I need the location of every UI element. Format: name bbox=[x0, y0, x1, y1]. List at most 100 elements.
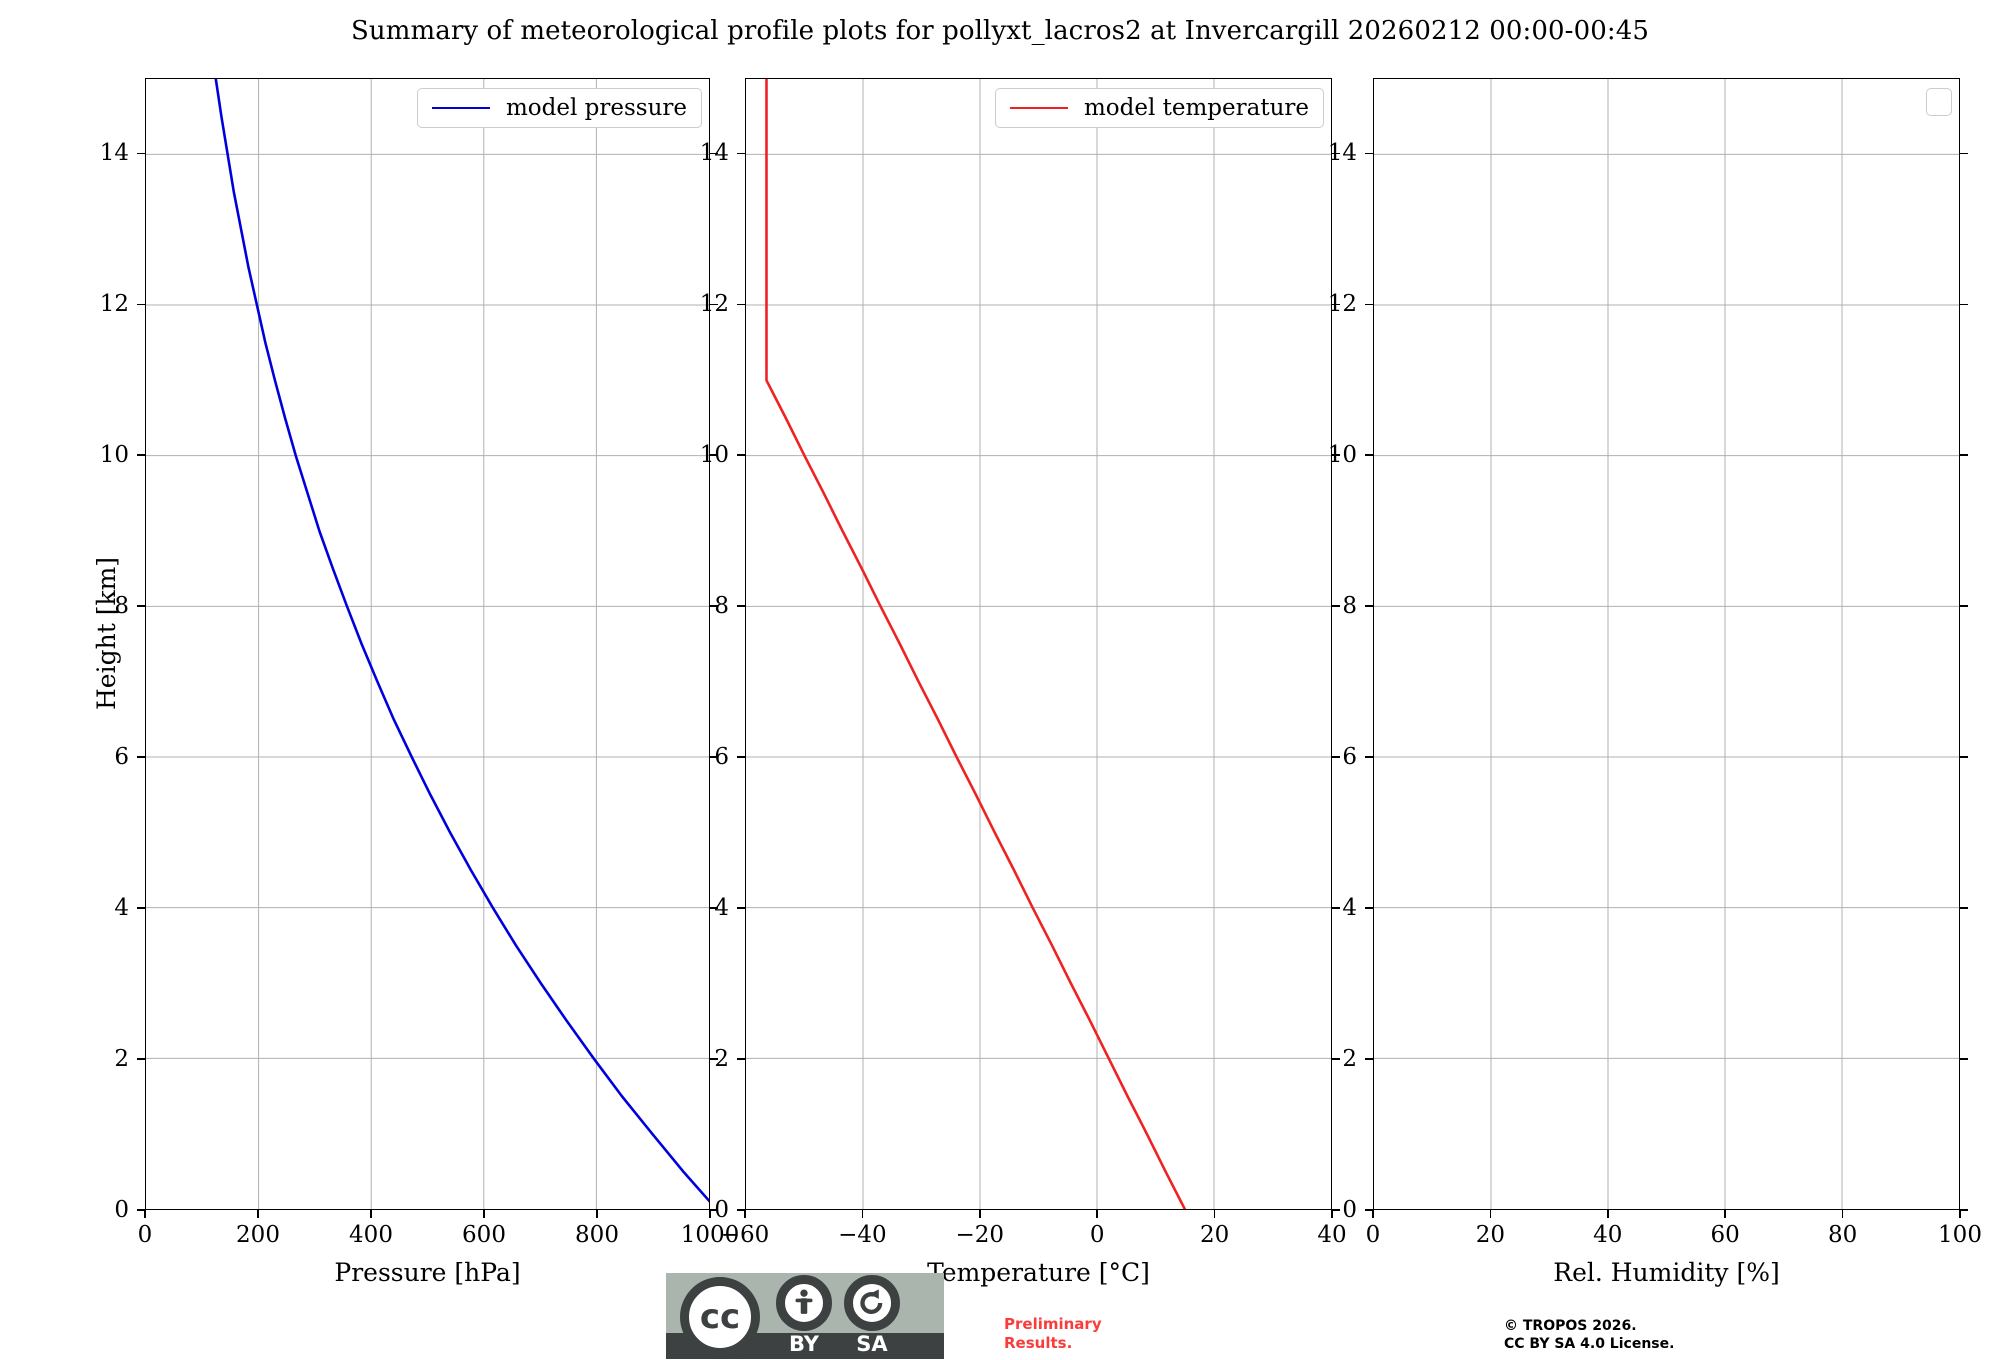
x-ticklabel-pressure: 200 bbox=[236, 1222, 280, 1248]
y-tick-temperature bbox=[737, 605, 746, 608]
cc-license-badge: cc BY SA bbox=[666, 1273, 944, 1359]
y-tick-right-temperature bbox=[1331, 1058, 1340, 1060]
temperature-curve bbox=[765, 79, 1187, 1209]
x-tick-humidity bbox=[1372, 1209, 1374, 1218]
y-tick-right-temperature bbox=[1331, 756, 1340, 759]
x-tick-humidity bbox=[1606, 1209, 1609, 1218]
x-tick-temperature bbox=[744, 1209, 746, 1218]
y-ticklabel-pressure: 10 bbox=[99, 442, 129, 469]
x-tick-pressure bbox=[709, 1209, 711, 1218]
y-tick-temperature bbox=[737, 907, 746, 910]
y-ticklabel-temperature: 4 bbox=[714, 895, 729, 922]
x-tick-pressure bbox=[370, 1209, 372, 1218]
x-tick-humidity bbox=[1489, 1209, 1492, 1218]
figure-title: Summary of meteorological profile plots … bbox=[351, 16, 1649, 46]
y-ticklabel-humidity: 14 bbox=[1327, 140, 1357, 167]
preliminary-results-note: Preliminary Results. bbox=[1004, 1315, 1102, 1353]
x-ticklabel-temperature: −20 bbox=[955, 1222, 1005, 1248]
cc-sa-label: SA bbox=[856, 1332, 888, 1356]
plot-area-humidity bbox=[1373, 78, 1960, 1210]
y-ticklabel-temperature: 6 bbox=[714, 744, 729, 771]
panel-pressure: model pressure bbox=[145, 78, 710, 1210]
x-tick-humidity bbox=[1959, 1209, 1961, 1218]
y-ticklabel-humidity: 8 bbox=[1342, 593, 1357, 620]
y-ticklabel-humidity: 10 bbox=[1327, 442, 1357, 469]
x-tick-temperature bbox=[861, 1209, 864, 1218]
y-ticklabel-temperature: 2 bbox=[714, 1046, 729, 1073]
legend-temperature[interactable]: model temperature bbox=[994, 88, 1324, 128]
y-tick-temperature bbox=[737, 152, 746, 155]
y-tick-temperature bbox=[737, 756, 746, 759]
y-tick-humidity bbox=[1365, 605, 1374, 608]
x-ticklabel-humidity: 60 bbox=[1710, 1222, 1740, 1248]
y-ticklabel-temperature: 12 bbox=[699, 291, 729, 318]
x-ticklabel-humidity: 80 bbox=[1827, 1222, 1858, 1248]
y-tick-temperature bbox=[737, 1058, 746, 1060]
gridlines-humidity bbox=[1374, 79, 1959, 1209]
cc-by-label: BY bbox=[788, 1332, 820, 1356]
temperature-plot-canvas bbox=[746, 79, 1331, 1209]
x-tick-temperature bbox=[978, 1209, 981, 1218]
y-tick-right-pressure bbox=[709, 303, 718, 306]
x-ticklabel-pressure: 0 bbox=[137, 1222, 153, 1248]
panel-humidity bbox=[1373, 78, 1960, 1210]
x-ticklabel-temperature: −40 bbox=[838, 1222, 887, 1248]
y-tick-right-humidity bbox=[1959, 454, 1968, 457]
y-tick-right-pressure bbox=[709, 756, 718, 759]
y-tick-right-humidity bbox=[1959, 756, 1968, 759]
x-tick-humidity bbox=[1841, 1209, 1844, 1218]
y-tick-right-temperature bbox=[1331, 152, 1340, 155]
x-ticklabel-temperature: 40 bbox=[1317, 1222, 1347, 1248]
panel-temperature: model temperature bbox=[745, 78, 1332, 1210]
tropos-copyright-credit: © TROPOS 2026. CC BY SA 4.0 License. bbox=[1504, 1318, 1675, 1353]
y-tick-humidity bbox=[1365, 152, 1374, 155]
y-tick-temperature bbox=[737, 303, 746, 306]
y-ticklabel-temperature: 10 bbox=[699, 442, 729, 469]
y-tick-humidity bbox=[1365, 1209, 1374, 1211]
y-ticklabel-temperature: 14 bbox=[699, 140, 729, 167]
x-ticklabel-pressure: 600 bbox=[462, 1222, 506, 1248]
x-ticklabel-humidity: 0 bbox=[1365, 1222, 1381, 1248]
pressure-curve bbox=[214, 79, 709, 1203]
y-tick-humidity bbox=[1365, 454, 1374, 457]
y-ticklabel-pressure: 12 bbox=[99, 291, 129, 318]
x-ticklabel-pressure: 1000 bbox=[680, 1222, 740, 1248]
x-tick-pressure bbox=[596, 1209, 598, 1218]
x-axis-label-temperature: Temperature [°C] bbox=[927, 1258, 1150, 1287]
y-axis-label: Height [km] bbox=[92, 556, 121, 710]
x-ticklabel-pressure: 400 bbox=[349, 1222, 393, 1248]
y-ticklabel-humidity: 4 bbox=[1342, 895, 1357, 922]
y-tick-right-pressure bbox=[709, 454, 718, 457]
y-tick-right-temperature bbox=[1331, 454, 1340, 457]
cc-logo-icon bbox=[680, 1277, 760, 1357]
legend-humidity[interactable] bbox=[1926, 88, 1952, 116]
legend-pressure[interactable]: model pressure bbox=[416, 88, 702, 128]
y-tick-pressure bbox=[137, 756, 146, 759]
gridlines-pressure bbox=[146, 79, 709, 1209]
x-ticklabel-temperature: −60 bbox=[720, 1222, 770, 1248]
y-ticklabel-humidity: 0 bbox=[1342, 1197, 1357, 1223]
y-tick-pressure bbox=[137, 1209, 146, 1211]
y-ticklabel-pressure: 6 bbox=[114, 744, 129, 771]
y-tick-right-humidity bbox=[1959, 1209, 1968, 1211]
x-axis-label-humidity: Rel. Humidity [%] bbox=[1553, 1258, 1780, 1287]
plot-area-temperature bbox=[745, 78, 1332, 1210]
y-tick-pressure bbox=[137, 1058, 146, 1060]
x-tick-humidity bbox=[1724, 1209, 1727, 1218]
legend-label-model-pressure: model pressure bbox=[505, 95, 687, 121]
x-ticklabel-humidity: 20 bbox=[1475, 1222, 1506, 1248]
x-tick-temperature bbox=[1213, 1209, 1216, 1218]
y-tick-right-temperature bbox=[1331, 1209, 1340, 1211]
legend-swatch-model-temperature bbox=[1009, 107, 1068, 109]
y-tick-humidity bbox=[1365, 907, 1374, 910]
x-ticklabel-temperature: 20 bbox=[1199, 1222, 1230, 1248]
y-ticklabel-humidity: 12 bbox=[1327, 291, 1357, 318]
x-tick-pressure bbox=[257, 1209, 259, 1218]
y-ticklabel-humidity: 6 bbox=[1342, 744, 1357, 771]
cc-logo-text: cc bbox=[699, 1297, 741, 1337]
y-tick-right-humidity bbox=[1959, 907, 1968, 910]
y-tick-pressure bbox=[137, 152, 146, 155]
x-tick-pressure bbox=[483, 1209, 485, 1218]
y-ticklabel-temperature: 8 bbox=[714, 593, 729, 620]
y-ticklabel-humidity: 2 bbox=[1342, 1046, 1357, 1073]
